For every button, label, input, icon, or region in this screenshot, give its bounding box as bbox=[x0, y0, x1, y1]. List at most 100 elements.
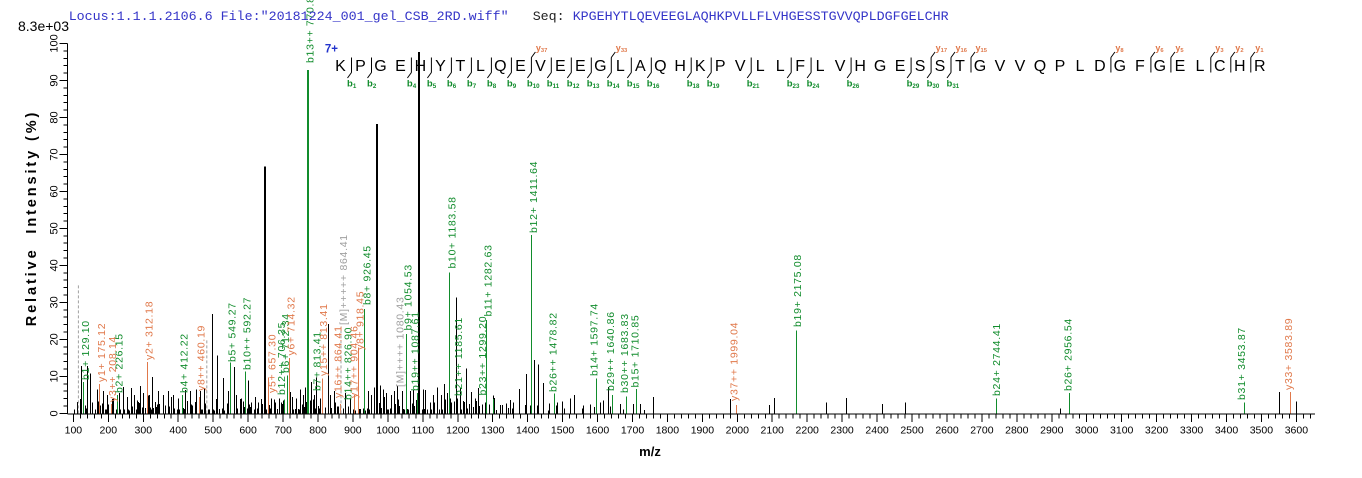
svg-text:3500: 3500 bbox=[1250, 425, 1274, 437]
svg-text:b19: b19 bbox=[707, 79, 720, 91]
svg-text:Locus:1.1.1.2106.6 File:"20181: Locus:1.1.1.2106.6 File:"20181224_001_ge… bbox=[69, 10, 509, 25]
svg-text:y37: y37 bbox=[536, 43, 547, 54]
svg-text:80: 80 bbox=[49, 111, 61, 123]
svg-text:y16: y16 bbox=[956, 43, 968, 54]
svg-text:b16: b16 bbox=[647, 79, 660, 91]
svg-text:Relative Intensity (%): Relative Intensity (%) bbox=[24, 110, 40, 327]
svg-text:2100: 2100 bbox=[761, 425, 785, 437]
svg-text:2000: 2000 bbox=[726, 425, 750, 437]
svg-text:b31+ 3453.87: b31+ 3453.87 bbox=[1236, 327, 1248, 400]
svg-text:y8+ 918.45: y8+ 918.45 bbox=[355, 291, 367, 350]
svg-text:900: 900 bbox=[344, 425, 362, 437]
svg-text:L: L bbox=[616, 58, 625, 75]
svg-text:P: P bbox=[1055, 58, 1066, 75]
svg-text:L: L bbox=[816, 58, 825, 75]
svg-text:0: 0 bbox=[49, 410, 61, 416]
svg-text:C: C bbox=[1214, 58, 1226, 75]
svg-text:b1: b1 bbox=[347, 79, 357, 91]
svg-text:H: H bbox=[854, 58, 866, 75]
svg-text:b23++ 1299.20: b23++ 1299.20 bbox=[477, 316, 489, 396]
svg-text:b12+ 1411.64: b12+ 1411.64 bbox=[528, 161, 540, 233]
svg-text:700: 700 bbox=[274, 425, 292, 437]
svg-text:20: 20 bbox=[49, 333, 61, 345]
svg-text:1600: 1600 bbox=[586, 425, 610, 437]
svg-text:V: V bbox=[1015, 58, 1026, 75]
svg-text:b12++ 706.35: b12++ 706.35 bbox=[276, 322, 288, 395]
svg-text:b2+ 226.15: b2+ 226.15 bbox=[114, 333, 126, 393]
svg-text:L: L bbox=[1195, 58, 1204, 75]
svg-text:V: V bbox=[535, 58, 546, 75]
svg-text:m/z: m/z bbox=[639, 444, 661, 459]
svg-text:1200: 1200 bbox=[446, 425, 470, 437]
svg-text:b11+ 1282.63: b11+ 1282.63 bbox=[483, 244, 495, 316]
svg-text:E: E bbox=[395, 58, 406, 75]
svg-text:F: F bbox=[1135, 58, 1145, 75]
svg-text:3000: 3000 bbox=[1075, 425, 1099, 437]
svg-text:b15: b15 bbox=[627, 79, 640, 91]
svg-text:G: G bbox=[1114, 58, 1126, 75]
svg-text:H: H bbox=[415, 58, 427, 75]
svg-text:[M]+++++ 864.41: [M]+++++ 864.41 bbox=[338, 234, 350, 325]
svg-text:b31: b31 bbox=[947, 79, 960, 91]
svg-text:y3: y3 bbox=[1215, 43, 1224, 54]
svg-text:L: L bbox=[476, 58, 485, 75]
svg-text:2200: 2200 bbox=[796, 425, 820, 437]
svg-text:500: 500 bbox=[204, 425, 222, 437]
svg-text:3300: 3300 bbox=[1180, 425, 1204, 437]
svg-text:50: 50 bbox=[49, 222, 61, 234]
svg-text:R: R bbox=[1254, 58, 1266, 75]
svg-text:b18: b18 bbox=[687, 79, 700, 91]
svg-text:L: L bbox=[776, 58, 785, 75]
svg-text:b15+ 1710.85: b15+ 1710.85 bbox=[630, 315, 642, 388]
svg-text:b5: b5 bbox=[427, 79, 437, 91]
svg-text:S: S bbox=[915, 58, 926, 75]
svg-text:b13++ 770.87: b13++ 770.87 bbox=[305, 0, 317, 63]
svg-text:E: E bbox=[555, 58, 566, 75]
svg-text:b8: b8 bbox=[487, 79, 497, 91]
svg-text:P: P bbox=[715, 58, 726, 75]
svg-text:b9: b9 bbox=[507, 79, 517, 91]
svg-text:y17++ 904.46: y17++ 904.46 bbox=[349, 325, 361, 398]
svg-text:E: E bbox=[575, 58, 586, 75]
svg-text:1700: 1700 bbox=[621, 425, 645, 437]
svg-text:2800: 2800 bbox=[1005, 425, 1029, 437]
svg-text:b6: b6 bbox=[447, 79, 457, 91]
svg-text:8.3e+03: 8.3e+03 bbox=[18, 18, 69, 34]
svg-text:b10++ 592.27: b10++ 592.27 bbox=[242, 297, 254, 370]
svg-text:2700: 2700 bbox=[970, 425, 994, 437]
svg-text:b10+ 1183.58: b10+ 1183.58 bbox=[446, 196, 458, 268]
svg-text:b26: b26 bbox=[847, 79, 860, 91]
svg-text:G: G bbox=[874, 58, 886, 75]
svg-text:b14++ 826.90: b14++ 826.90 bbox=[343, 327, 355, 400]
svg-text:b19+ 2175.08: b19+ 2175.08 bbox=[792, 254, 804, 327]
svg-text:b1+ 129.10: b1+ 129.10 bbox=[80, 320, 92, 380]
svg-text:L: L bbox=[1075, 58, 1084, 75]
svg-text:b21: b21 bbox=[747, 79, 760, 91]
svg-text:Q: Q bbox=[494, 58, 506, 75]
svg-text:1900: 1900 bbox=[691, 425, 715, 437]
svg-text:y15: y15 bbox=[976, 43, 988, 54]
svg-text:y5: y5 bbox=[1175, 43, 1184, 54]
svg-text:H: H bbox=[1234, 58, 1246, 75]
svg-text:7+: 7+ bbox=[325, 44, 338, 56]
svg-text:1000: 1000 bbox=[376, 425, 400, 437]
svg-text:b24: b24 bbox=[807, 79, 820, 91]
svg-text:1800: 1800 bbox=[656, 425, 680, 437]
svg-text:3200: 3200 bbox=[1145, 425, 1169, 437]
svg-text:3400: 3400 bbox=[1215, 425, 1239, 437]
svg-text:b4+ 412.22: b4+ 412.22 bbox=[179, 333, 191, 393]
svg-text:b2: b2 bbox=[367, 79, 377, 91]
svg-text:b24+ 2744.41: b24+ 2744.41 bbox=[991, 323, 1003, 396]
svg-text:600: 600 bbox=[239, 425, 257, 437]
svg-text:b9+ 1054.53: b9+ 1054.53 bbox=[402, 264, 414, 330]
svg-text:E: E bbox=[515, 58, 526, 75]
svg-text:2600: 2600 bbox=[935, 425, 959, 437]
svg-text:1500: 1500 bbox=[551, 425, 575, 437]
svg-text:y15++ 813.41: y15++ 813.41 bbox=[318, 303, 330, 376]
svg-text:90: 90 bbox=[49, 74, 61, 86]
svg-text:G: G bbox=[974, 58, 986, 75]
svg-text:y1: y1 bbox=[1255, 43, 1264, 54]
svg-text:b11: b11 bbox=[547, 79, 560, 91]
svg-text:G: G bbox=[1154, 58, 1166, 75]
svg-text:2400: 2400 bbox=[865, 425, 889, 437]
